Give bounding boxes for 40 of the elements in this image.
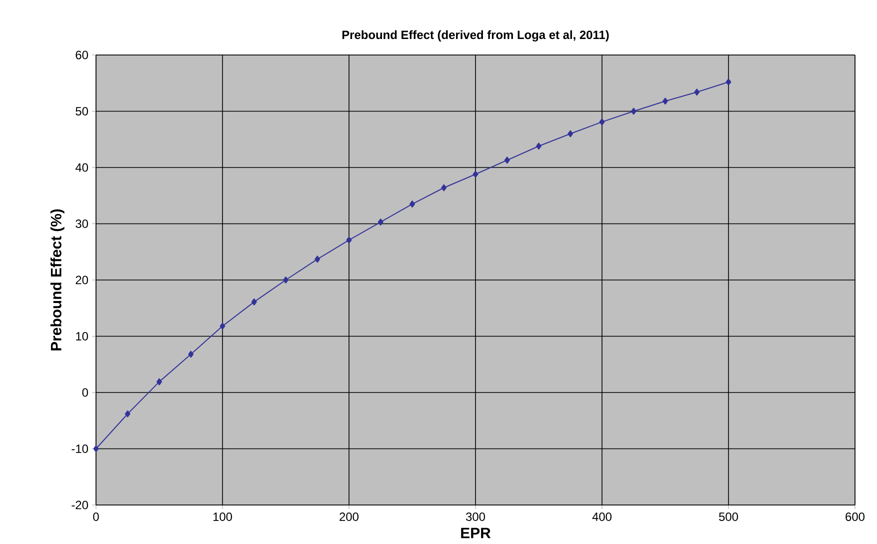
y-tick-label: -20 <box>72 500 88 510</box>
y-axis-title: Prebound Effect (%) <box>50 209 64 350</box>
point <box>124 410 130 418</box>
point <box>283 276 288 284</box>
chart-title: Prebound Effect (derived from Loga et al, 2011) <box>342 30 609 42</box>
y-tick-label: 40 <box>75 163 88 172</box>
x-tick-label: 600 <box>846 512 865 521</box>
point <box>599 118 605 126</box>
y-tick-label: 50 <box>76 107 88 116</box>
point <box>188 350 194 358</box>
y-tick-label: -10 <box>72 444 88 453</box>
point <box>568 130 574 138</box>
point <box>410 200 415 208</box>
x-tick-label: 100 <box>213 512 232 521</box>
point <box>504 156 510 164</box>
y-tick-label: 10 <box>76 332 88 340</box>
point <box>251 298 257 306</box>
point <box>536 142 542 150</box>
x-axis-title: EPR <box>461 528 491 538</box>
y-tick-label: 20 <box>76 276 88 284</box>
point <box>441 184 447 192</box>
x-tick-label: 200 <box>340 512 359 521</box>
point <box>156 378 162 386</box>
point <box>314 256 320 263</box>
point <box>694 88 700 96</box>
y-tick-label: 0 <box>82 388 88 397</box>
point <box>93 445 99 452</box>
x-tick-label: 300 <box>466 512 486 521</box>
y-tick-label: 60 <box>76 50 88 60</box>
point <box>346 236 352 244</box>
point <box>472 170 478 178</box>
point <box>220 322 226 330</box>
point <box>726 78 732 86</box>
x-tick-label: 500 <box>719 512 738 521</box>
x-tick-label: 400 <box>592 512 612 521</box>
point <box>378 218 384 226</box>
x-tick-label: 0 <box>93 512 99 521</box>
point <box>630 108 636 115</box>
y-tick-label: 30 <box>76 220 88 228</box>
point <box>662 98 668 105</box>
